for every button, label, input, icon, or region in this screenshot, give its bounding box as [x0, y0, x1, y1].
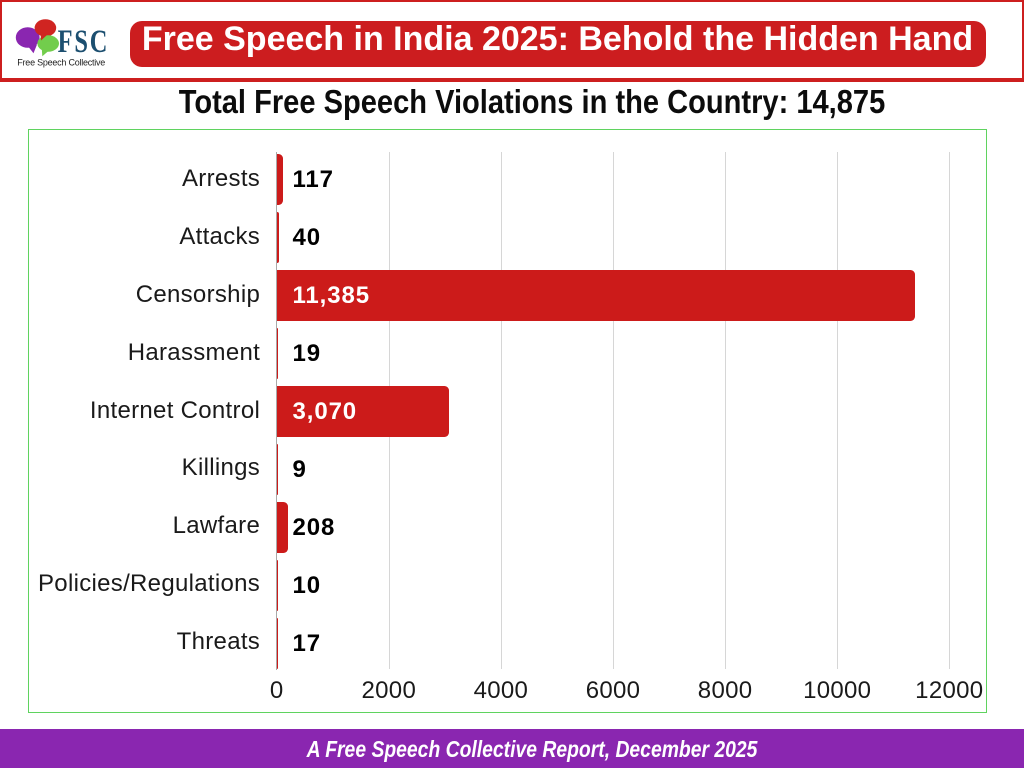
svg-text:FSC: FSC [58, 24, 110, 60]
svg-text:Free Speech Collective: Free Speech Collective [17, 58, 105, 68]
